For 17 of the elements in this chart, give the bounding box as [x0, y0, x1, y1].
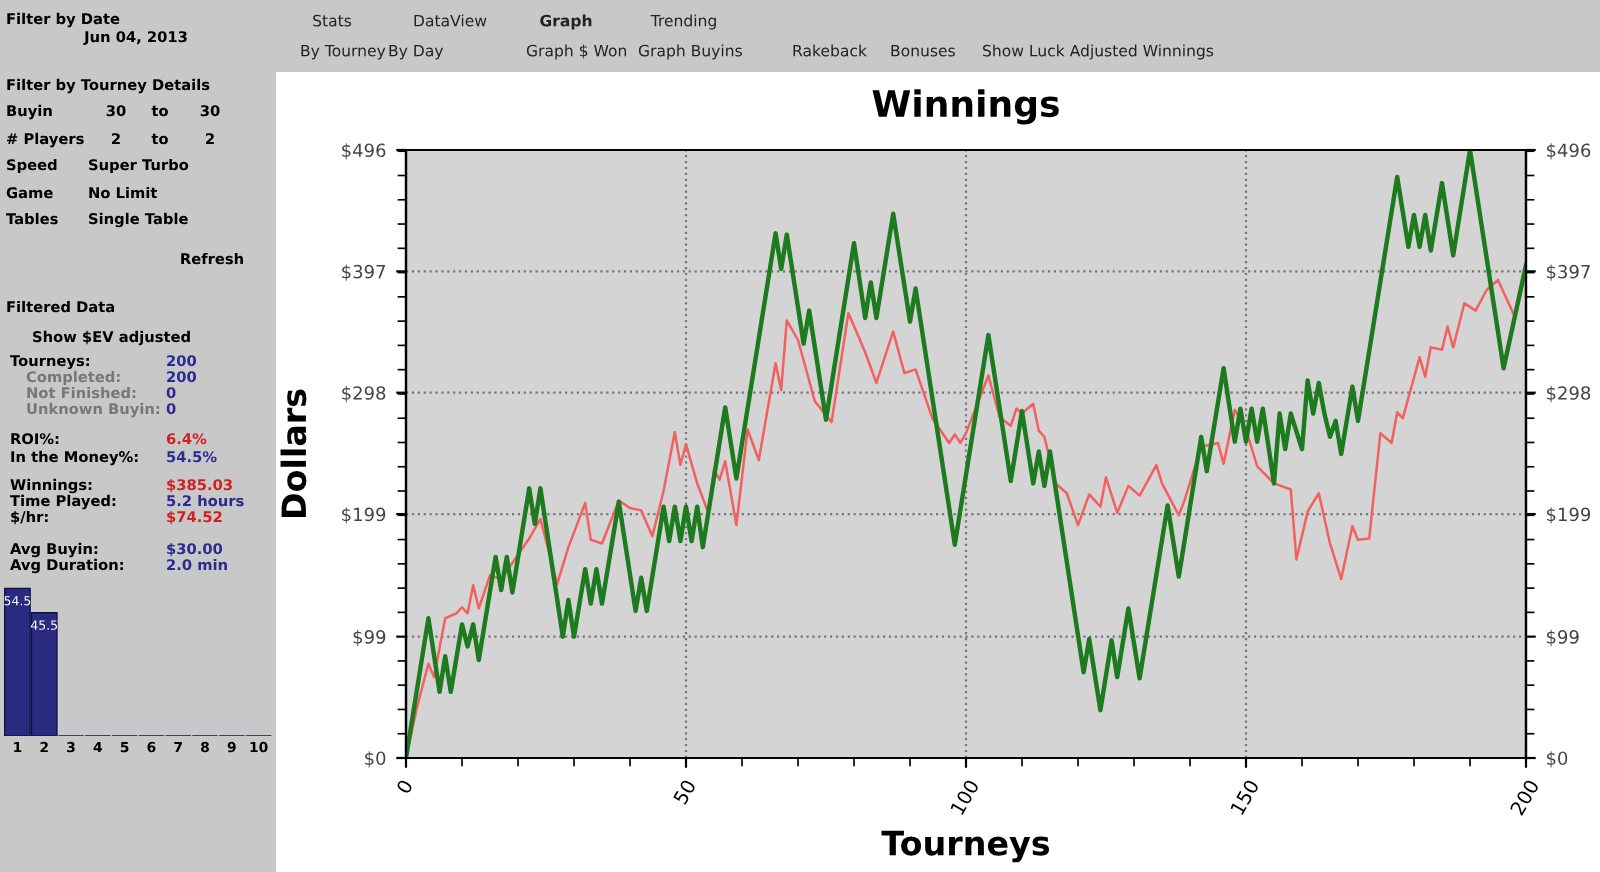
y2-tick-label: $397: [1546, 264, 1590, 281]
y-tick-label: $199: [342, 507, 386, 524]
y-axis-title: Dollars: [280, 389, 307, 518]
y2-tick-label: $199: [1546, 507, 1591, 524]
y2-tick-label: $298: [1546, 385, 1591, 403]
y-tick-label: $0: [365, 751, 386, 768]
y-tick-label: $496: [342, 143, 386, 160]
y-tick-label: $298: [342, 385, 386, 403]
y-tick-label: $99: [353, 629, 386, 647]
y2-tick-label: $0: [1546, 751, 1568, 768]
x-tick-label: 50: [672, 778, 697, 806]
chart-title: Winnings: [872, 89, 1059, 125]
y-tick-label: $397: [342, 264, 386, 281]
y2-tick-label: $99: [1546, 629, 1579, 647]
x-axis-title: Tourneys: [881, 830, 1050, 863]
x-tick-label: 0: [395, 778, 414, 795]
y2-tick-label: $496: [1546, 143, 1591, 160]
